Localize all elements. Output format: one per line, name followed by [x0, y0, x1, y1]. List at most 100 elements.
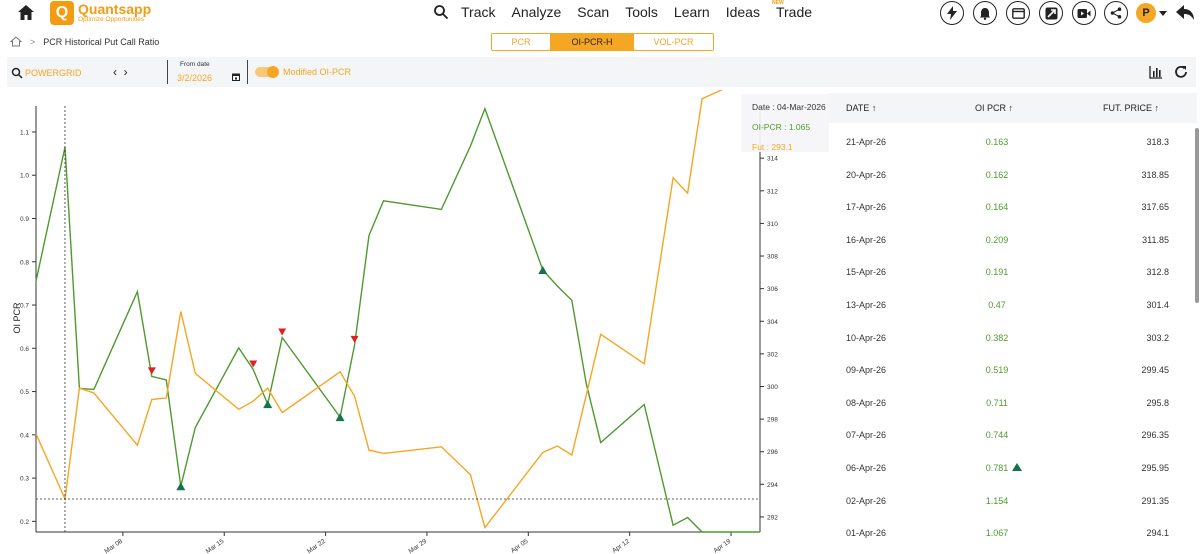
table-header: DATE ↑ OI PCR ↑ FUT. PRICE ↑ — [829, 93, 1197, 123]
row-fut-price: 303.2 — [1146, 332, 1169, 343]
flash-button[interactable] — [940, 1, 964, 25]
row-fut-price: 312.8 — [1146, 267, 1169, 278]
col-fut-header[interactable]: FUT. PRICE ↑ — [1102, 103, 1159, 113]
nav-learn[interactable]: Learn — [673, 4, 710, 20]
next-symbol-icon[interactable]: › — [123, 65, 128, 79]
row-oi-pcr: 0.382 — [985, 332, 1009, 343]
row-fut-price: 299.45 — [1141, 365, 1169, 376]
y-right-tick-label: 312 — [767, 188, 778, 195]
row-date: 15-Apr-26 — [846, 267, 887, 278]
video-button[interactable] — [1072, 1, 1096, 25]
table-row[interactable]: 09-Apr-26 0.519 299.45 — [829, 354, 1189, 386]
brand-logo[interactable]: Q Quantsapp Optimize Opportunities — [50, 0, 151, 26]
tab-oi-pcr-h[interactable]: OI-PCR-H — [550, 34, 634, 50]
table-row[interactable]: 21-Apr-26 0.163 318.3 — [829, 126, 1189, 158]
row-date: 13-Apr-26 — [846, 300, 887, 310]
table-row[interactable]: 08-Apr-26 0.711 295.8 — [829, 387, 1189, 419]
share-icon — [1110, 7, 1122, 19]
search-icon[interactable] — [433, 4, 449, 20]
bar-chart-icon[interactable] — [1149, 65, 1163, 79]
y-left-tick-label: 0.9 — [20, 216, 29, 223]
symbol-nav: ‹ › — [113, 65, 128, 79]
row-fut-price: 294.1 — [1146, 528, 1169, 539]
tab-vol-pcr[interactable]: VOL-PCR — [634, 34, 713, 50]
table-row[interactable]: 15-Apr-26 0.191 312.8 — [829, 256, 1189, 288]
share-button[interactable] — [1104, 1, 1128, 25]
nav-ideas[interactable]: Ideas — [725, 4, 760, 20]
chevron-down-icon[interactable] — [1159, 11, 1167, 16]
back-arrow-icon[interactable] — [1174, 2, 1196, 24]
y-right-tick-label: 302 — [767, 351, 778, 358]
table-row[interactable]: 06-Apr-26 0.781 295.95 — [829, 452, 1189, 484]
row-fut-price: 291.35 — [1141, 495, 1169, 506]
table-row[interactable]: 02-Apr-26 1.154 291.35 — [829, 485, 1189, 517]
nav-track[interactable]: Track — [461, 4, 496, 20]
from-date-input[interactable]: 3/2/2026 — [177, 73, 213, 83]
table-scrollbar[interactable] — [1195, 128, 1199, 303]
pcr-tabs: PCR OI-PCR-H VOL-PCR — [491, 33, 714, 51]
breadcrumb: > PCR Historical Put Call Ratio — [10, 36, 159, 47]
row-fut-price: 317.65 — [1141, 202, 1169, 213]
user-avatar[interactable]: P — [1136, 3, 1156, 23]
row-date: 21-Apr-26 — [846, 137, 887, 147]
tab-pcr[interactable]: PCR — [492, 34, 550, 50]
y-left-tick-label: 0.3 — [20, 476, 29, 483]
table-row[interactable]: 01-Apr-26 1.067 294.1 — [829, 517, 1189, 549]
folder-button[interactable] — [1006, 1, 1030, 25]
oi-pcr-line — [35, 106, 760, 533]
sell-signal-marker — [147, 367, 156, 375]
main-nav: Track Analyze Scan Tools Learn Ideas Tra… — [433, 4, 828, 20]
row-fut-price: 311.85 — [1142, 234, 1169, 245]
modified-oi-pcr-toggle[interactable] — [255, 66, 279, 78]
divider — [167, 60, 168, 84]
notifications-button[interactable] — [973, 1, 997, 25]
col-oi-header[interactable]: OI PCR ↑ — [975, 103, 1014, 113]
nav-trade[interactable]: Trade — [775, 4, 813, 20]
row-oi-pcr: 0.163 — [985, 137, 1009, 147]
buy-signal-icon — [1012, 463, 1022, 471]
x-tick-label: Mar 08 — [103, 538, 124, 554]
table-row[interactable]: 07-Apr-26 0.744 296.35 — [829, 419, 1189, 451]
top-bar: Q Quantsapp Optimize Opportunities Track… — [0, 0, 1200, 26]
home-outline-icon[interactable] — [10, 36, 22, 47]
nav-scan[interactable]: Scan — [577, 4, 610, 20]
table-row[interactable]: 16-Apr-26 0.209 311.85 — [829, 224, 1189, 256]
y-left-tick-label: 0.6 — [20, 346, 29, 353]
calendar-icon[interactable] — [232, 73, 240, 81]
tooltip-oi: OI-PCR : 1.065 — [752, 122, 811, 132]
table-row[interactable]: 10-Apr-26 0.382 303.2 — [829, 322, 1189, 354]
tooltip-fut: Fut : 293.1 — [752, 142, 793, 152]
home-icon[interactable] — [16, 3, 36, 23]
table-row[interactable]: 13-Apr-26 0.47 301.4 — [829, 289, 1189, 321]
prev-symbol-icon[interactable]: ‹ — [113, 65, 117, 79]
nav-tools[interactable]: Tools — [625, 4, 658, 20]
row-fut-price: 295.95 — [1141, 463, 1169, 473]
sell-signal-marker — [278, 328, 287, 336]
nav-analyze[interactable]: Analyze — [511, 4, 562, 20]
row-oi-pcr: 0.711 — [986, 397, 1008, 408]
y-right-tick-label: 300 — [767, 384, 778, 391]
y-right-tick-label: 306 — [767, 286, 778, 293]
col-date-header[interactable]: DATE ↑ — [846, 103, 877, 113]
x-tick-label: Mar 22 — [306, 538, 327, 554]
refresh-icon[interactable] — [1174, 65, 1188, 79]
symbol-input[interactable]: POWERGRID — [25, 68, 82, 78]
table-row[interactable]: 20-Apr-26 0.162 318.85 — [829, 159, 1189, 191]
trend-chart-icon — [1045, 7, 1057, 19]
y-axis-label: OI PCR — [12, 302, 22, 334]
brand-tagline: Optimize Opportunities — [78, 16, 145, 24]
row-date: 07-Apr-26 — [846, 430, 887, 441]
fut-price-line — [35, 90, 724, 530]
row-oi-pcr: 0.519 — [985, 365, 1009, 376]
search-icon[interactable] — [11, 67, 23, 79]
x-tick-label: Mar 15 — [205, 538, 226, 554]
chart-up-button[interactable] — [1039, 1, 1063, 25]
x-tick-label: Mar 29 — [408, 538, 429, 554]
y-right-tick-label: 294 — [767, 482, 778, 489]
y-left-tick-label: 1.0 — [20, 173, 29, 180]
video-camera-icon — [1077, 8, 1091, 18]
table-row[interactable]: 17-Apr-26 0.164 317.65 — [829, 191, 1189, 223]
y-right-tick-label: 314 — [767, 156, 778, 163]
y-left-tick-label: 0.5 — [20, 389, 29, 396]
oi-pcr-chart[interactable]: 0.2 0.3 0.4 0.5 0.6 0.7 0.8 0.9 1.0 1.1 292 294 296 2… — [0, 90, 800, 554]
